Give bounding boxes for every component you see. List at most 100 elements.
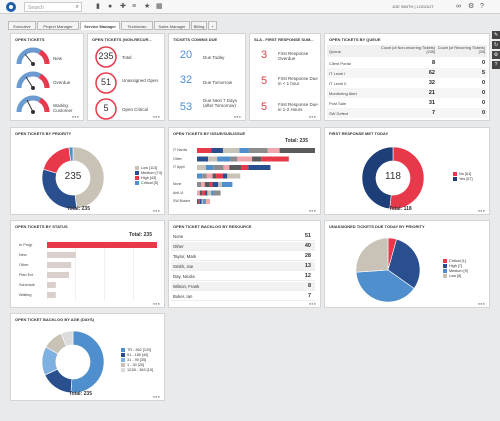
legend-item[interactable]: 91 - 180 [40]: [121, 353, 153, 358]
queue-row[interactable]: Monitoring Alert 21 0: [327, 88, 487, 98]
widget-menu-icon[interactable]: ●●●: [152, 114, 160, 119]
tab-add[interactable]: +: [208, 21, 217, 30]
header-queue[interactable]: Queue: [329, 49, 342, 54]
slice-low[interactable]: [355, 237, 389, 273]
bar-segment[interactable]: [202, 190, 206, 196]
widget-menu-icon[interactable]: ●●●: [71, 114, 79, 119]
sla-2h-value[interactable]: 5: [260, 101, 268, 113]
slice-medium[interactable]: [355, 269, 415, 303]
calendar-icon[interactable]: ▦: [156, 3, 163, 10]
bar-segment[interactable]: [217, 156, 231, 162]
sla-overdue-value[interactable]: 3: [260, 49, 268, 61]
resource-row[interactable]: Other 40: [171, 242, 315, 251]
legend-item[interactable]: High [7]: [443, 264, 468, 269]
bar-segment[interactable]: [199, 199, 202, 204]
help-icon[interactable]: ?: [480, 3, 484, 10]
sla-1h-value[interactable]: 5: [260, 75, 268, 87]
add-icon[interactable]: ✚: [120, 3, 126, 10]
bar-segment[interactable]: [197, 190, 200, 196]
bar-waiting[interactable]: [47, 292, 56, 298]
legend-item[interactable]: Medium [9]: [443, 269, 468, 274]
legend-item[interactable]: No [61]: [453, 172, 473, 177]
bar-segment[interactable]: [197, 165, 206, 170]
bar-segment[interactable]: [202, 173, 207, 179]
bar-segment[interactable]: [222, 173, 228, 179]
legend-item[interactable]: 1 - 30 [25]: [121, 363, 153, 368]
resource-row[interactable]: Boker, Ian 7: [171, 292, 315, 301]
widget-menu-icon[interactable]: ●●●: [152, 394, 160, 399]
bar-segment[interactable]: [208, 156, 218, 162]
legend-item[interactable]: Low [6]: [443, 274, 468, 279]
bar-segment[interactable]: [248, 148, 268, 153]
bar-segment[interactable]: [212, 173, 217, 179]
tab-executive[interactable]: Executive: [8, 21, 36, 30]
header-nonrecurring[interactable]: Count (of Non-recurring Tickets) [235]: [380, 46, 435, 54]
bar-segment[interactable]: [221, 182, 233, 187]
header-recurring[interactable]: Count (of Recurring Tickets) [39]: [437, 46, 485, 54]
settings-icon[interactable]: ⚙: [468, 3, 475, 10]
app-logo[interactable]: [6, 2, 16, 12]
total-value[interactable]: 235: [98, 51, 114, 61]
queue-row[interactable]: Client Portal 8 0: [327, 58, 487, 68]
slice-high[interactable]: [387, 238, 421, 289]
bar-segment[interactable]: [223, 165, 230, 170]
list-icon[interactable]: ≡: [132, 3, 137, 10]
widget-menu-icon[interactable]: ●●●: [308, 208, 316, 213]
resource-row[interactable]: Smith, Joe 13: [171, 262, 315, 271]
user-menu[interactable]: JOE SMITH | LOGOUT: [392, 4, 434, 9]
bar-plan-ext[interactable]: [47, 272, 69, 278]
tab-technician[interactable]: Technician: [121, 21, 153, 30]
slice-high[interactable]: [42, 146, 72, 174]
widget-menu-icon[interactable]: ●●●: [233, 114, 241, 119]
bar-segment[interactable]: [248, 165, 271, 170]
bar-segment[interactable]: [216, 173, 223, 179]
bar-new[interactable]: [47, 252, 76, 258]
bar-segment[interactable]: [239, 148, 249, 153]
bar-segment[interactable]: [227, 173, 241, 179]
bar-segment[interactable]: [197, 156, 209, 162]
edit-icon[interactable]: ✎: [492, 31, 500, 39]
bar-segment[interactable]: [205, 165, 214, 170]
tab-billing[interactable]: Billing: [191, 21, 207, 30]
chart-icon[interactable]: ▮: [96, 3, 100, 10]
due-tomorrow-value[interactable]: 32: [179, 74, 193, 86]
bar-other[interactable]: [47, 262, 72, 268]
tab-service-manager[interactable]: Service Manager: [80, 21, 120, 30]
star-icon[interactable]: ★: [144, 3, 151, 10]
bar-segment[interactable]: [197, 173, 203, 179]
bar-segment[interactable]: [252, 156, 262, 162]
slice-yes[interactable]: [361, 146, 394, 210]
bar-segment[interactable]: [204, 182, 210, 187]
side-help-icon[interactable]: ?: [492, 61, 500, 69]
legend-item[interactable]: TR - 362 [120]: [121, 348, 153, 353]
side-settings-icon[interactable]: ⚙: [492, 51, 500, 59]
due-week-value[interactable]: 53: [179, 101, 193, 113]
resource-row[interactable]: Taylor, Mark 28: [171, 252, 315, 261]
unassigned-value[interactable]: 51: [100, 77, 111, 87]
tab-sales-manager[interactable]: Sales Manager: [154, 21, 190, 30]
bar-segment[interactable]: [213, 190, 221, 196]
bar-schedule[interactable]: [47, 282, 56, 288]
bar-segment[interactable]: [201, 182, 205, 187]
legend-item[interactable]: Medium [74]: [135, 171, 162, 176]
legend-item[interactable]: 31 - 90 [35]: [121, 358, 153, 363]
magnifier-icon[interactable]: ⌕: [75, 4, 79, 10]
bar-segment[interactable]: [197, 199, 199, 204]
bar-segment[interactable]: [209, 182, 213, 187]
tab-project-manager[interactable]: Project Manager: [37, 21, 79, 30]
bar-segment[interactable]: [197, 148, 212, 153]
slice-critical[interactable]: [68, 146, 74, 162]
legend-item[interactable]: 121B - 363 [15]: [121, 368, 153, 373]
bar-segment[interactable]: [237, 156, 253, 162]
due-today-value[interactable]: 20: [179, 49, 193, 61]
widget-menu-icon[interactable]: ●●●: [308, 301, 316, 306]
person-icon[interactable]: ●: [108, 3, 113, 10]
bar-segment[interactable]: [267, 148, 280, 153]
queue-row[interactable]: Post Sale 31 0: [327, 98, 487, 108]
legend-item[interactable]: Yes [57]: [453, 177, 473, 182]
bar-segment[interactable]: [211, 190, 214, 196]
bar-segment[interactable]: [212, 182, 219, 187]
resource-row[interactable]: None 51: [171, 232, 315, 241]
queue-row[interactable]: IT Level II 32 0: [327, 78, 487, 88]
slice-121b-363[interactable]: [60, 330, 74, 347]
